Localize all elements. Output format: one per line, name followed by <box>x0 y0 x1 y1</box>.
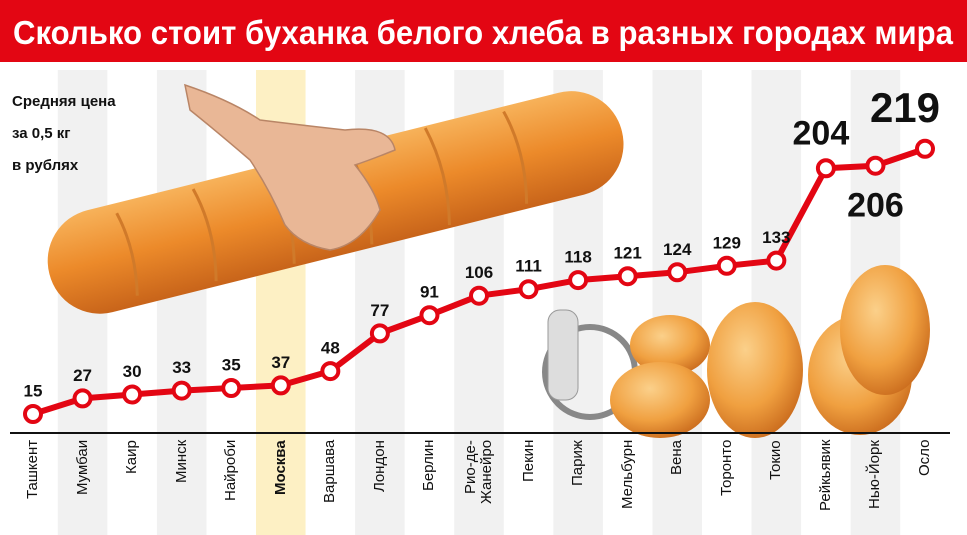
value-label: 118 <box>564 248 591 267</box>
x-tick-label: Москва <box>259 440 303 532</box>
value-label: 91 <box>420 283 439 302</box>
x-tick-label: Осло <box>903 440 947 532</box>
x-tick-label: Вена <box>655 440 699 532</box>
x-tick-label: Рейкьявик <box>804 440 848 532</box>
point <box>766 250 787 271</box>
category-text: Рио-де-Жанейро <box>462 440 495 505</box>
x-tick-label: Найроби <box>209 440 253 532</box>
point <box>23 404 43 424</box>
value-label: 30 <box>123 362 142 381</box>
category-text: Пекин <box>519 440 537 483</box>
value-label: 124 <box>663 240 692 259</box>
category-text: Осло <box>916 440 933 477</box>
value-label: 35 <box>222 355 241 374</box>
category-text: Ташкент <box>24 440 41 500</box>
point <box>667 262 688 283</box>
x-tick-label: Варшава <box>308 440 352 532</box>
category-text: Париж <box>569 440 587 486</box>
value-label: 15 <box>24 381 43 400</box>
point <box>171 380 192 401</box>
subtitle: в рублях <box>12 157 79 174</box>
category-text: Москва <box>271 440 289 495</box>
point <box>716 255 737 276</box>
value-label: 106 <box>465 263 493 282</box>
point <box>369 323 390 344</box>
category-text: Найроби <box>222 440 240 502</box>
x-tick-label: Минск <box>160 440 204 532</box>
category-text: Лондон <box>370 440 388 492</box>
baguette <box>47 83 624 314</box>
x-tick-label: Мельбурн <box>606 440 650 532</box>
category-text: Берлин <box>420 440 438 492</box>
x-tick-label: Лондон <box>358 440 402 532</box>
title-bar <box>0 0 967 62</box>
chart-title: Сколько стоит буханка белого хлеба в раз… <box>13 14 954 51</box>
point <box>122 384 143 405</box>
column-band <box>156 70 207 535</box>
point <box>419 305 440 326</box>
value-label: 129 <box>713 233 741 252</box>
category-text: Мумбаи <box>73 440 91 496</box>
x-tick-label: Пекин <box>507 440 551 532</box>
category-text: Каир <box>123 440 141 474</box>
point <box>568 270 589 291</box>
x-tick-label: Берлин <box>407 440 451 532</box>
point <box>815 158 836 179</box>
category-text: Мельбурн <box>618 440 636 510</box>
category-text: Торонто <box>717 440 735 497</box>
x-tick-label: Ташкент <box>11 440 55 532</box>
x-tick-label: Токио <box>754 440 798 532</box>
value-label: 48 <box>321 339 340 358</box>
value-label: 111 <box>515 257 542 276</box>
x-tick-label: Париж <box>556 440 600 532</box>
value-label: 133 <box>762 228 790 247</box>
point <box>617 266 638 287</box>
point <box>221 378 242 398</box>
point <box>320 361 341 382</box>
point <box>915 138 935 159</box>
subtitle: Средняя цена <box>12 93 116 110</box>
value-label: 219 <box>870 84 940 131</box>
category-text: Вена <box>668 440 686 475</box>
category-text: Нью-Йорк <box>866 440 884 509</box>
subtitle: за 0,5 кг <box>12 125 71 142</box>
x-tick-label: Нью-Йорк <box>853 440 897 532</box>
value-label: 77 <box>370 301 389 320</box>
value-label: 33 <box>172 358 191 377</box>
bread-basket <box>542 265 930 438</box>
point <box>518 279 539 300</box>
category-text: Варшава <box>321 440 339 504</box>
x-tick-label: Торонто <box>705 440 749 532</box>
column-band <box>652 70 702 535</box>
value-label: 206 <box>847 187 904 225</box>
value-label: 27 <box>73 366 92 385</box>
value-label: 204 <box>793 114 850 152</box>
point <box>72 388 93 409</box>
point <box>270 375 291 396</box>
category-text: Минск <box>172 440 190 484</box>
point <box>865 155 886 176</box>
value-label: 37 <box>271 353 290 372</box>
value-label: 121 <box>613 244 641 263</box>
x-tick-label: Мумбаи <box>61 440 105 532</box>
x-tick-label: Рио-де-Жанейро <box>457 440 501 532</box>
point <box>469 285 489 306</box>
x-tick-label: Каир <box>110 440 154 532</box>
category-text: Токио <box>767 440 785 480</box>
category-text: Рейкьявик <box>816 440 834 512</box>
